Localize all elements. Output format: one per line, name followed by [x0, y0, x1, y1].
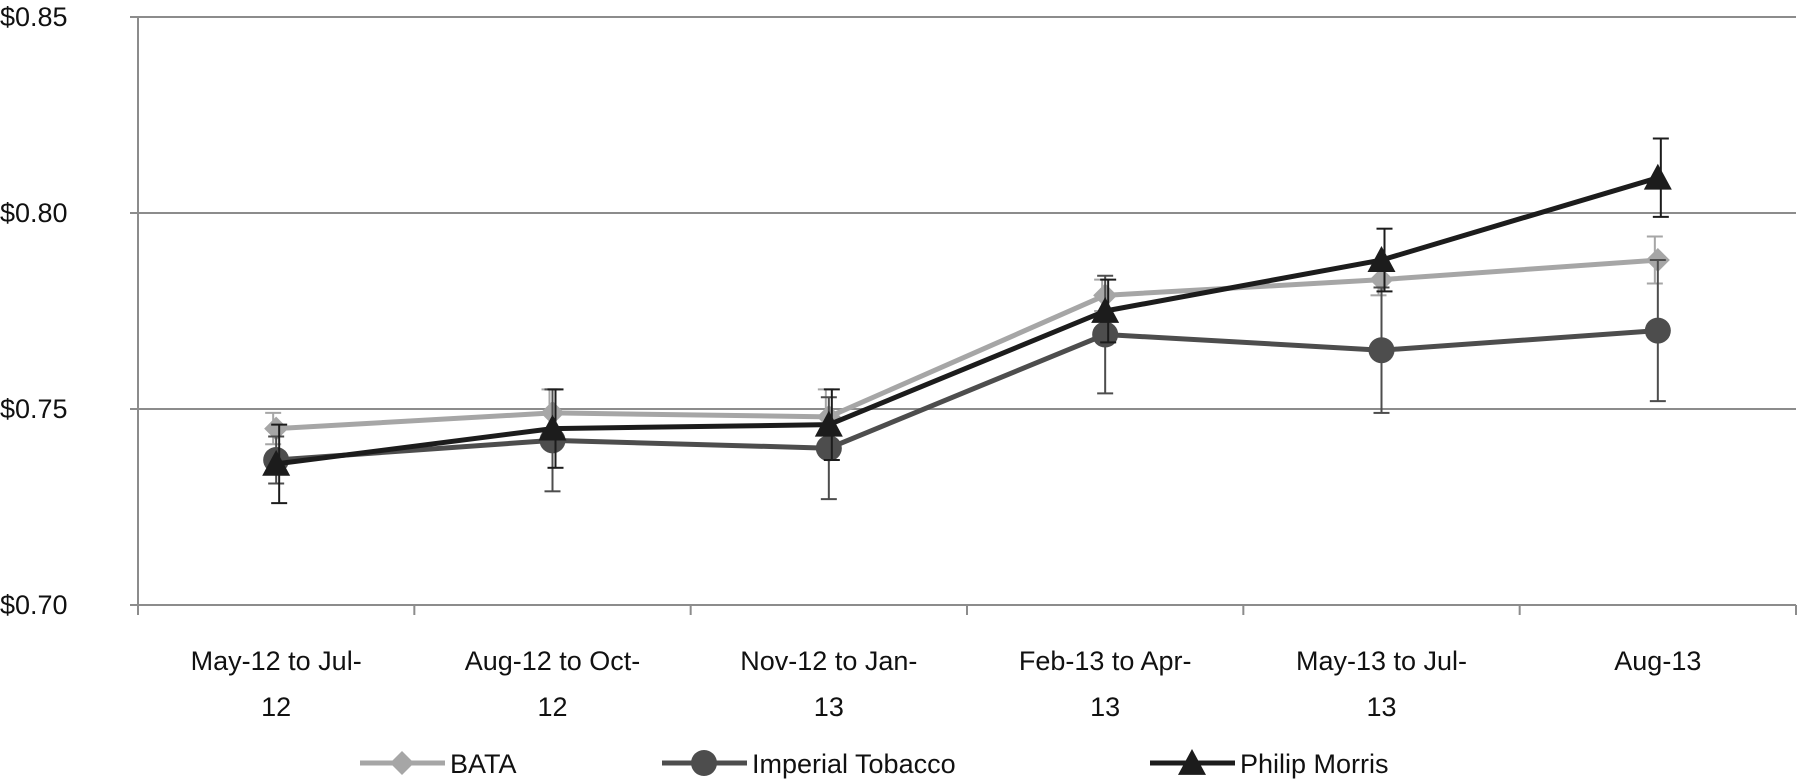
y-tick-label: $0.85 — [0, 2, 68, 32]
data-point — [538, 414, 567, 441]
x-tick-label: Aug-12 to Oct-12 — [465, 646, 641, 722]
data-point — [1643, 163, 1672, 190]
data-point — [814, 410, 843, 437]
y-tick-label: $0.70 — [0, 590, 68, 620]
data-point — [1367, 246, 1396, 272]
data-point — [815, 435, 842, 462]
data-point — [1091, 297, 1120, 323]
data-point — [262, 449, 291, 476]
legend-swatch-marker — [390, 751, 414, 775]
x-tick-label: Aug-13 — [1614, 646, 1701, 676]
legend-item-bata: BATA — [360, 749, 517, 779]
y-tick-label: $0.75 — [0, 394, 68, 424]
series-line — [275, 175, 1659, 467]
legend: BATA Imperial Tobacco Philip Morris — [360, 749, 1389, 779]
data-point — [264, 416, 289, 441]
x-tick-label: Feb-13 to Apr-13 — [1019, 646, 1192, 722]
legend-item-imperial-tobacco: Imperial Tobacco — [662, 749, 956, 779]
legend-label: Imperial Tobacco — [752, 749, 956, 779]
data-point — [1368, 337, 1395, 364]
series-layer — [262, 137, 1672, 505]
y-tick-label: $0.80 — [0, 198, 68, 228]
series-line — [276, 257, 1659, 432]
gridlines — [138, 16, 1796, 410]
y-axis-ticks: $0.70 $0.75 $0.80 $0.85 — [0, 2, 138, 620]
legend-item-philip-morris: Philip Morris — [1150, 749, 1389, 779]
legend-label: Philip Morris — [1240, 749, 1389, 779]
legend-swatch-marker — [691, 750, 717, 776]
data-point — [1644, 317, 1671, 344]
x-tick-label: May-12 to Jul-12 — [191, 646, 362, 722]
axes — [137, 17, 1796, 606]
legend-swatch-marker — [1178, 749, 1206, 775]
x-tick-label: Nov-12 to Jan-13 — [740, 646, 917, 722]
series-line — [275, 328, 1659, 463]
x-tick-label: May-13 to Jul-13 — [1296, 646, 1467, 722]
series-bata — [264, 235, 1670, 446]
legend-label: BATA — [450, 749, 517, 779]
series-imperial-tobacco — [263, 259, 1671, 501]
data-point — [1092, 321, 1119, 348]
x-axis-ticks: May-12 to Jul-12 Aug-12 to Oct-12 Nov-12 t… — [137, 605, 1797, 722]
series-philip-morris — [262, 137, 1672, 505]
data-point — [1369, 267, 1394, 292]
